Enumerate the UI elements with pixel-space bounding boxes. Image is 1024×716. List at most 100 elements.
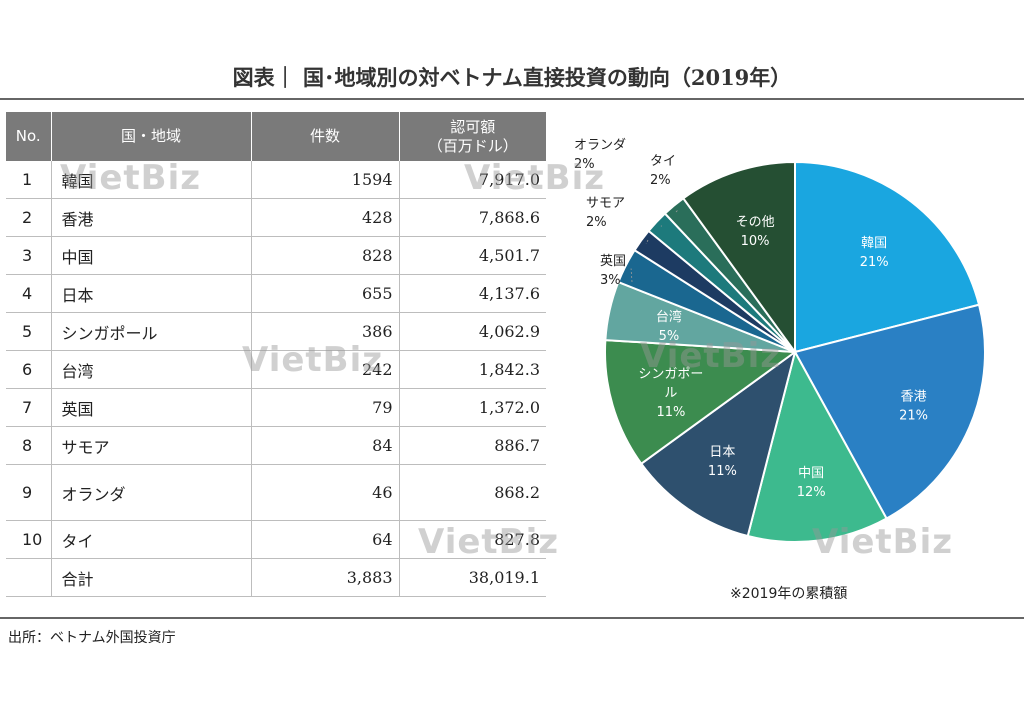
slice-label: タイ 2% — [650, 154, 676, 188]
row-count: 428 — [251, 198, 400, 237]
row-count: 386 — [251, 312, 400, 351]
row-count: 64 — [251, 520, 400, 559]
slice-label: その他 10% — [736, 215, 775, 249]
row-count: 242 — [251, 350, 400, 389]
row-count: 3,883 — [251, 558, 400, 597]
row-amount: 868.2 — [399, 464, 546, 521]
row-amount: 38,019.1 — [399, 558, 546, 597]
row-no — [6, 558, 52, 597]
row-no: 3 — [6, 236, 52, 275]
row-count: 79 — [251, 388, 400, 427]
row-no: 2 — [6, 198, 52, 237]
pie-slice — [604, 339, 798, 466]
slice-label: オランダ 2% — [574, 138, 626, 172]
row-no: 6 — [6, 350, 52, 389]
source-note: 出所：ベトナム外国投資庁 — [8, 630, 176, 646]
row-no: 8 — [6, 426, 52, 465]
table-row: 3 中国 828 4,501.7 — [6, 236, 546, 275]
row-no: 1 — [6, 161, 52, 199]
row-region: サモア — [51, 426, 252, 465]
watermark-logo: VietBiz — [464, 158, 606, 198]
pie-slice — [639, 349, 797, 538]
row-no: 10 — [6, 520, 52, 559]
pie-slice — [681, 160, 796, 356]
header-amount-unit: （百万ドル） — [427, 136, 518, 155]
slice-percent: 2% — [650, 173, 671, 188]
row-region: シンガポール — [51, 312, 252, 351]
row-amount: 827.8 — [399, 520, 546, 559]
row-no: 7 — [6, 388, 52, 427]
row-count: 655 — [251, 274, 400, 313]
slice-name: サモア — [586, 196, 625, 211]
slice-percent: 2% — [574, 157, 595, 172]
slice-percent: 12% — [797, 485, 826, 500]
slice-name: 香港 — [901, 389, 927, 404]
row-count: 46 — [251, 464, 400, 521]
table-row: 5 シンガポール 386 4,062.9 — [6, 312, 546, 351]
header-count: 件数 — [251, 112, 400, 161]
row-count: 1594 — [251, 161, 400, 199]
row-amount: 1,372.0 — [399, 388, 546, 427]
slice-label: シンガポール 11% — [638, 367, 703, 420]
slice-percent: 11% — [708, 464, 737, 479]
row-region: 韓国 — [51, 161, 252, 199]
leader-line — [645, 239, 649, 245]
header-no: No. — [6, 112, 52, 161]
row-amount: 886.7 — [399, 426, 546, 465]
investment-table: No. 国・地域 件数 認可額 （百万ドル） 1 韓国 1594 7,917.0 2 香港… — [6, 112, 546, 597]
table-row: 7 英国 79 1,372.0 — [6, 388, 546, 427]
table-row: 8 サモア 84 886.7 — [6, 426, 546, 465]
slice-label: サモア 2% — [586, 196, 625, 230]
header-amount-label: 認可額 — [450, 117, 496, 136]
pie-slice — [793, 303, 986, 520]
slice-percent: 21% — [860, 255, 889, 270]
header-amount: 認可額 （百万ドル） — [399, 112, 546, 161]
slice-label: 英国 3% — [600, 254, 626, 288]
slice-percent: 21% — [899, 408, 928, 423]
slice-label: 香港 21% — [899, 389, 928, 423]
slice-label: 台湾 5% — [656, 309, 682, 344]
slice-label: 韓国 21% — [860, 236, 889, 270]
header-region: 国・地域 — [51, 112, 252, 161]
slice-name: 台湾 — [656, 309, 682, 325]
slice-name: 中国 — [798, 466, 824, 481]
slice-name: 韓国 — [861, 236, 887, 251]
row-region: 英国 — [51, 388, 252, 427]
row-amount: 1,842.3 — [399, 350, 546, 389]
row-region: タイ — [51, 520, 252, 559]
page-title: 図表｜ 国･地域別の対ベトナム直接投資の動向（2019年） — [232, 65, 792, 90]
row-region: 香港 — [51, 198, 252, 237]
slice-name: タイ — [650, 154, 676, 169]
row-region: 合計 — [51, 558, 252, 597]
watermark-logo: VietBiz — [812, 522, 954, 562]
watermark-logo: VietBiz — [640, 336, 782, 376]
row-region: 中国 — [51, 236, 252, 275]
row-amount: 7,917.0 — [399, 161, 546, 199]
table-row: 2 香港 428 7,868.6 — [6, 198, 546, 237]
slice-percent: 3% — [600, 273, 621, 288]
pie-slice — [794, 160, 981, 354]
table-row: 4 日本 655 4,137.6 — [6, 274, 546, 313]
chart-note: ※2019年の累積額 — [730, 586, 848, 602]
row-region: 台湾 — [51, 350, 252, 389]
row-amount: 4,137.6 — [399, 274, 546, 313]
row-region: 日本 — [51, 274, 252, 313]
table-row: 1 韓国 1594 7,917.0 — [6, 161, 546, 199]
slice-name: シンガポー — [638, 367, 703, 382]
slice-percent: 11% — [656, 405, 685, 420]
row-no: 9 — [6, 464, 52, 521]
row-amount: 4,062.9 — [399, 312, 546, 351]
watermark-logo: VietBiz — [418, 522, 560, 562]
slice-label: 日本 11% — [708, 445, 737, 479]
slice-percent: 5% — [659, 329, 680, 344]
slice-name: その他 — [736, 215, 775, 230]
slice-name: オランダ — [574, 138, 626, 153]
table-row: 9 オランダ 46 868.2 — [6, 464, 546, 521]
row-no: 5 — [6, 312, 52, 351]
slice-percent: 10% — [741, 234, 770, 249]
slice-percent: 2% — [586, 215, 607, 230]
slice-name: 日本 — [709, 445, 735, 460]
row-no: 4 — [6, 274, 52, 313]
table-header-row: No. 国・地域 件数 認可額 （百万ドル） — [6, 112, 546, 161]
pie-slice — [746, 349, 888, 543]
